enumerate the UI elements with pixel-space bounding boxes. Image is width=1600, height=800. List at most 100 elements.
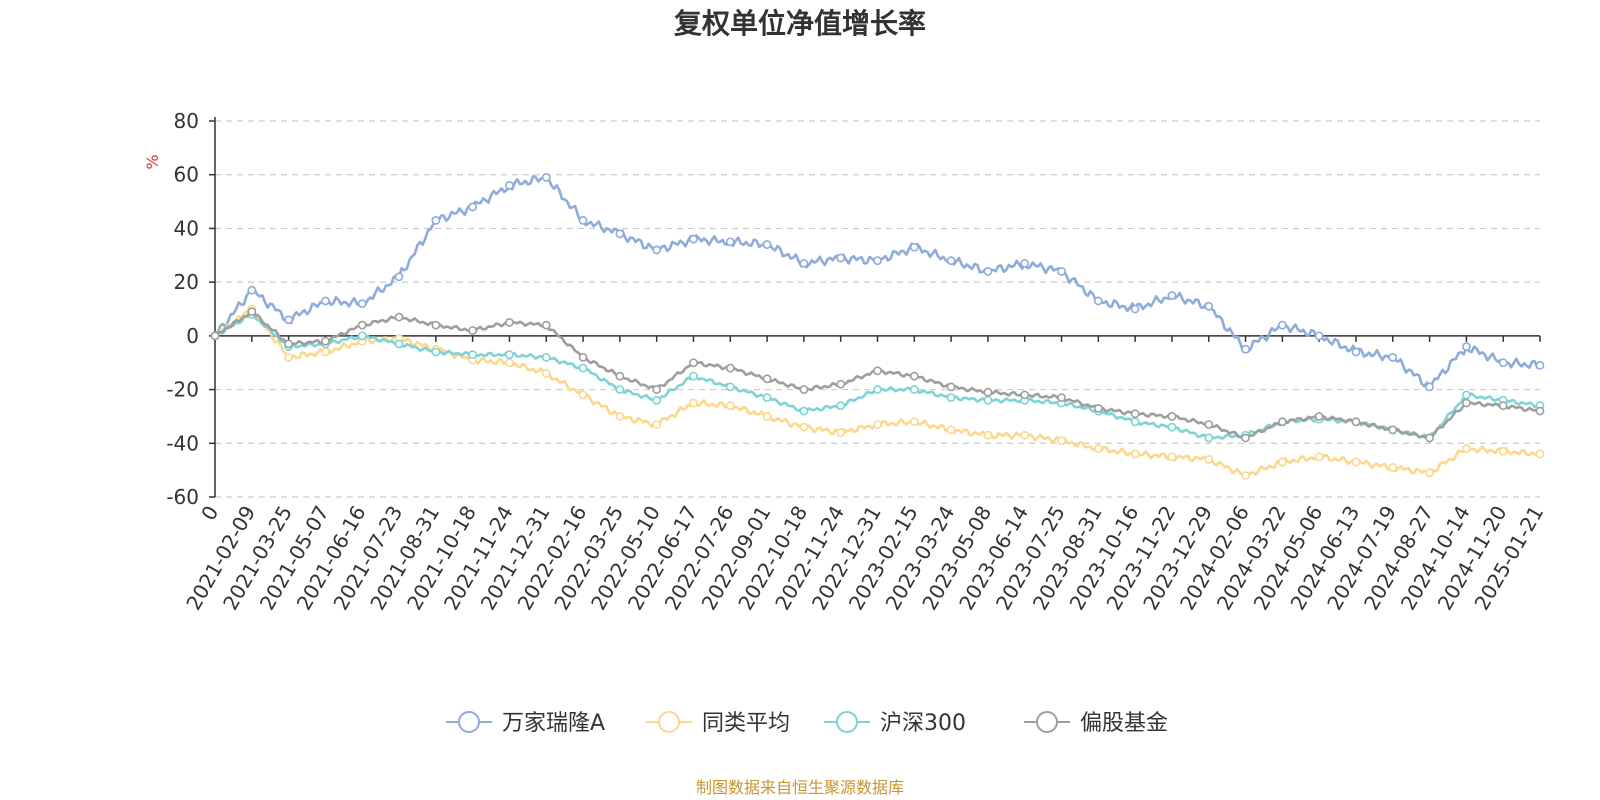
data-point xyxy=(357,320,367,330)
data-point xyxy=(909,242,919,252)
data-point xyxy=(1351,417,1361,427)
data-point xyxy=(1535,360,1545,370)
data-point xyxy=(1020,258,1030,268)
data-point xyxy=(983,430,993,440)
data-point xyxy=(762,412,772,421)
data-point xyxy=(578,215,588,225)
data-point xyxy=(836,428,846,437)
data-point xyxy=(799,422,809,432)
data-point xyxy=(1461,444,1471,454)
data-point xyxy=(1057,393,1066,403)
data-point xyxy=(615,385,625,394)
data-point xyxy=(321,347,330,357)
data-point xyxy=(1204,433,1214,443)
data-point xyxy=(762,374,772,384)
data-point xyxy=(394,272,404,282)
data-point xyxy=(541,320,551,330)
data-point xyxy=(983,266,993,276)
data-point xyxy=(652,395,662,405)
legend-label: 沪深300 xyxy=(880,711,966,736)
chart-title: 复权单位净值增长率 xyxy=(674,7,926,40)
data-point xyxy=(983,395,993,405)
data-point xyxy=(1167,412,1177,421)
data-point xyxy=(1130,417,1140,427)
data-point xyxy=(541,369,551,378)
data-point xyxy=(1093,444,1103,454)
data-point xyxy=(1535,406,1545,416)
data-point xyxy=(946,393,956,403)
y-tick-label: -60 xyxy=(166,485,199,509)
y-axis-label: % xyxy=(143,154,162,169)
data-point xyxy=(1498,401,1508,411)
data-point xyxy=(284,352,294,362)
data-point xyxy=(357,331,367,341)
legend-label: 同类平均 xyxy=(702,711,790,736)
data-point xyxy=(1388,352,1398,362)
data-point xyxy=(284,339,294,349)
data-point xyxy=(873,256,882,266)
data-point xyxy=(652,420,662,429)
data-point xyxy=(615,229,625,239)
data-point xyxy=(505,318,514,327)
data-point xyxy=(909,417,919,427)
data-point xyxy=(394,339,404,349)
data-point xyxy=(357,299,367,309)
data-point xyxy=(1241,471,1250,480)
y-tick-label: 60 xyxy=(174,163,199,187)
data-point xyxy=(615,371,625,381)
y-tick-label: 80 xyxy=(174,109,199,133)
data-point xyxy=(468,202,478,212)
data-point xyxy=(1425,468,1434,478)
data-point xyxy=(652,245,662,255)
data-point xyxy=(725,401,735,411)
legend-marker xyxy=(1036,711,1058,733)
data-point xyxy=(873,366,882,376)
data-point xyxy=(1461,398,1471,408)
data-point xyxy=(1351,347,1361,357)
legend-marker xyxy=(458,711,480,733)
data-point xyxy=(873,420,882,429)
series-line xyxy=(213,310,1541,440)
data-point xyxy=(1057,436,1066,445)
data-point xyxy=(799,406,809,416)
data-point xyxy=(431,347,441,357)
data-point xyxy=(615,412,625,421)
data-point xyxy=(836,253,846,263)
data-point xyxy=(1388,425,1398,435)
y-axis: 80 60 40 20 0 -20 -40 -60 xyxy=(166,109,216,509)
data-point xyxy=(1167,291,1177,300)
y-tick-label: -40 xyxy=(166,431,199,455)
data-point xyxy=(1277,320,1287,330)
data-point xyxy=(689,234,698,244)
data-point xyxy=(1204,454,1214,464)
data-point xyxy=(1167,422,1177,432)
data-point xyxy=(689,398,698,408)
y-tick-label: -20 xyxy=(166,378,199,402)
data-point xyxy=(284,315,294,325)
data-point xyxy=(1204,420,1214,429)
legend-label: 偏股基金 xyxy=(1080,711,1168,736)
data-point xyxy=(1093,296,1103,306)
data-point xyxy=(1461,390,1471,400)
data-point xyxy=(468,326,478,335)
legend-marker xyxy=(836,711,858,733)
data-point xyxy=(1057,266,1066,276)
data-point xyxy=(836,379,846,389)
data-point xyxy=(541,172,551,182)
data-point xyxy=(1461,342,1471,351)
data-point xyxy=(1277,417,1287,427)
data-point xyxy=(1388,463,1398,472)
data-point xyxy=(321,296,330,306)
data-point xyxy=(1241,433,1250,443)
data-point xyxy=(1204,301,1214,311)
data-point xyxy=(541,352,551,362)
source-note: 制图数据来自恒生聚源数据库 xyxy=(696,778,904,797)
data-point xyxy=(689,371,698,381)
data-point xyxy=(1314,452,1324,462)
data-point xyxy=(505,358,514,368)
data-point xyxy=(762,240,772,249)
data-point xyxy=(689,358,698,368)
data-point xyxy=(210,331,220,341)
data-point xyxy=(247,307,257,317)
